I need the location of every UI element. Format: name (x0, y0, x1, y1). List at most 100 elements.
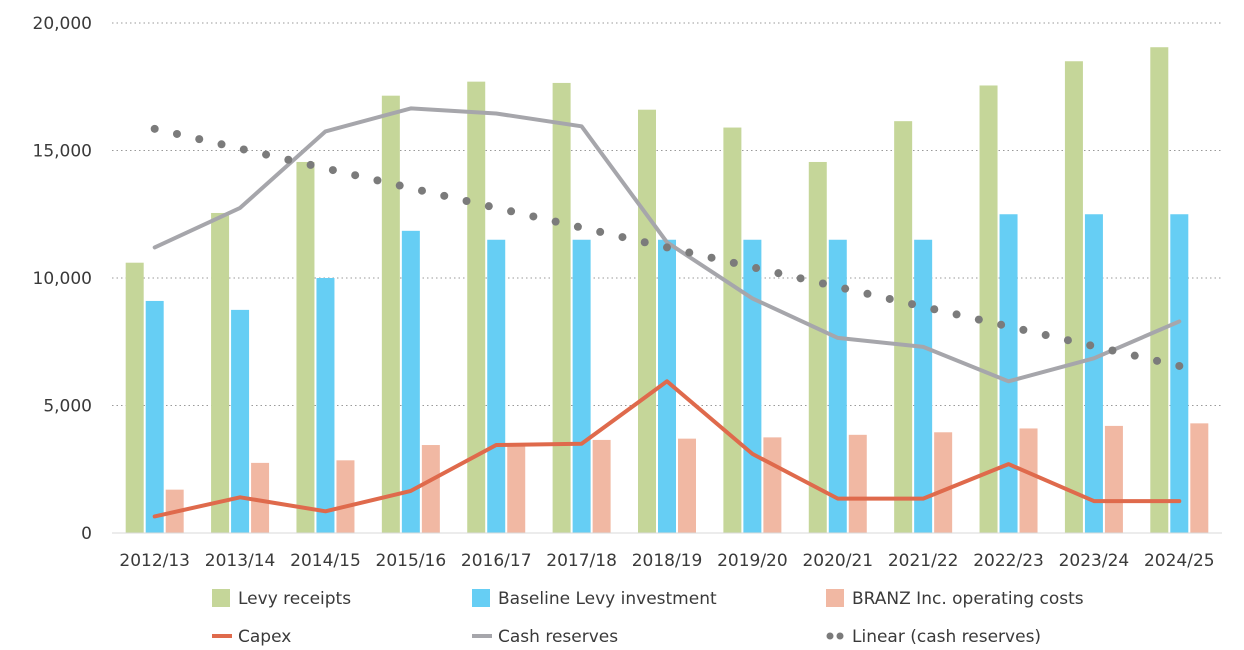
x-tick-label: 2018/19 (632, 551, 703, 571)
trendline-dot (150, 124, 159, 133)
x-tick-label: 2024/25 (1144, 551, 1215, 571)
bars (125, 47, 1209, 534)
trendline-dot (974, 315, 983, 324)
trendline-dot (596, 227, 605, 236)
legend-label: BRANZ Inc. operating costs (852, 589, 1084, 609)
bar-3 (848, 434, 867, 533)
legend: Levy receipts Baseline Levy investment BRA… (212, 589, 1084, 647)
y-tick-label: 10,000 (33, 269, 92, 289)
trendline-dot (1130, 351, 1139, 360)
legend-swatch (472, 589, 490, 607)
trendline-dot (351, 171, 360, 180)
legend-swatch-dot (826, 632, 834, 640)
trendline-dot (395, 181, 404, 190)
bar-1 (296, 161, 315, 533)
legend-swatch-dot (836, 632, 844, 640)
y-tick-label: 20,000 (33, 14, 92, 34)
bar-3 (336, 460, 355, 533)
x-tick-label: 2015/16 (376, 551, 447, 571)
y-tick-label: 5,000 (43, 397, 92, 417)
trendline-dot (262, 150, 271, 159)
bar-2 (401, 230, 420, 533)
bar-1 (1064, 61, 1083, 533)
x-tick-label: 2019/20 (717, 551, 788, 571)
trendline-dot (373, 176, 382, 185)
trendline-dot (529, 212, 538, 221)
x-tick-label: 2023/24 (1059, 551, 1130, 571)
bar-2 (828, 239, 847, 533)
x-tick-label: 2017/18 (546, 551, 617, 571)
bar-2 (231, 309, 250, 533)
bar-3 (507, 445, 526, 533)
bar-3 (678, 438, 696, 533)
cash-reservesline (152, 106, 1182, 384)
trendline-dot (484, 202, 493, 211)
trendline-dot (306, 160, 315, 169)
bar-2 (1170, 214, 1189, 533)
trendline-dot (752, 264, 761, 273)
bar-2 (999, 214, 1018, 533)
bar-1 (211, 212, 230, 533)
trendline-dot (863, 289, 872, 298)
bar-3 (1190, 423, 1209, 533)
trendline-dot (1063, 336, 1072, 345)
trendline-dot (908, 300, 917, 309)
trendline-dot (1019, 325, 1028, 334)
trendline-dot (1108, 346, 1117, 355)
x-tick-label: 2014/15 (290, 551, 361, 571)
trendline-dot (841, 284, 850, 293)
bar-1 (1150, 47, 1169, 533)
bar-2 (316, 278, 335, 533)
x-tick-label: 2013/14 (205, 551, 276, 571)
trendline-dot (663, 243, 671, 252)
bar-1 (723, 127, 742, 534)
trendline-dot (462, 197, 471, 206)
bar-1 (125, 262, 144, 533)
bar-2 (572, 239, 591, 533)
trendline-dot (328, 166, 337, 175)
x-tick-label: 2020/21 (802, 551, 873, 571)
bar-1 (808, 161, 827, 533)
bar-3 (592, 439, 611, 533)
bar-3 (934, 432, 953, 533)
capexline (152, 379, 1182, 519)
trendline-dot (573, 222, 582, 231)
bar-1 (979, 85, 998, 533)
bar-3 (1019, 428, 1038, 533)
trendline-dot (239, 145, 248, 154)
trendline-dot (952, 310, 961, 319)
trendline-dot (284, 155, 293, 164)
trendline-dot (818, 279, 827, 288)
x-tick-label: 2021/22 (888, 551, 959, 571)
trendline-dot (551, 217, 560, 226)
trendline-dot (796, 274, 805, 283)
trendline-dot (685, 248, 694, 257)
bar-3 (763, 437, 782, 533)
legend-label: Cash reserves (498, 627, 618, 647)
y-tick-label: 15,000 (33, 142, 92, 162)
trendline-dot (1153, 356, 1162, 365)
trendline-dot (1041, 331, 1050, 340)
legend-label: Levy receipts (238, 589, 351, 609)
trendline-dot (507, 207, 516, 216)
legend-swatch (212, 589, 230, 607)
trendline-dot (774, 269, 783, 278)
trendline-dot (729, 258, 738, 267)
trendline-dot (417, 186, 426, 195)
trendline-dot (997, 320, 1006, 329)
trendline-dot (1086, 341, 1095, 350)
trendline-dot (930, 305, 939, 314)
trendline-dot (1175, 361, 1184, 370)
bar-3 (1104, 425, 1123, 533)
legend-label: Capex (238, 627, 291, 647)
y-tick-label: 0 (81, 524, 92, 544)
bar-2 (1084, 214, 1103, 533)
x-tick-label: 2012/13 (119, 551, 190, 571)
bar-2 (914, 239, 933, 533)
trendline-dot (172, 129, 181, 138)
trendline-dot (195, 135, 204, 144)
y-axis: 0 5,000 10,000 15,000 20,000 (33, 14, 92, 544)
bar-2 (658, 239, 676, 533)
bar-1 (638, 109, 656, 533)
